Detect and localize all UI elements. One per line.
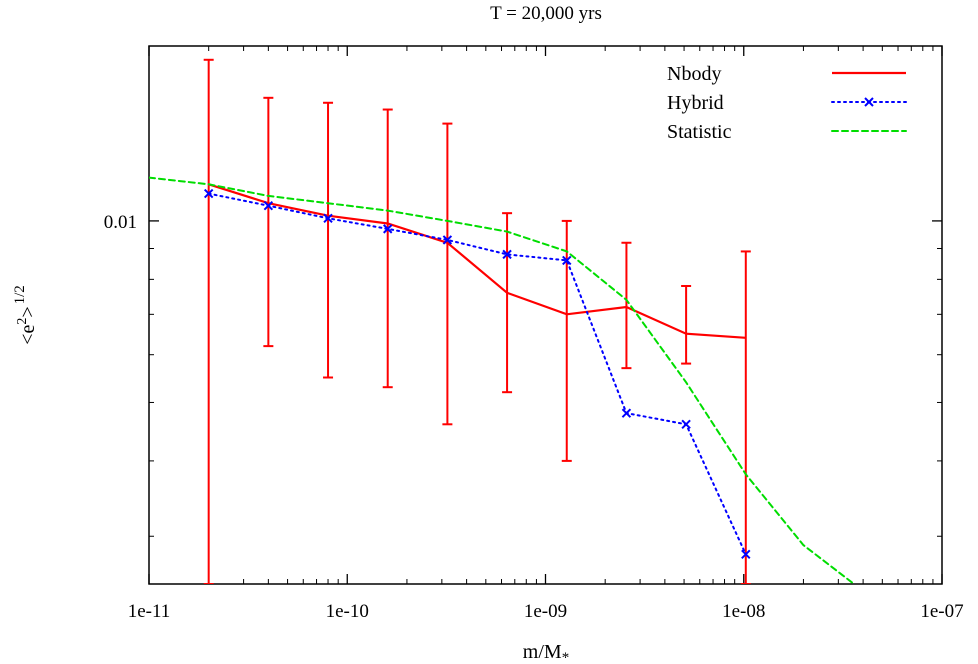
- x-axis-label: m/M*: [523, 641, 569, 664]
- legend-label-nbody: Nbody: [667, 63, 721, 85]
- hybrid-point: [263, 200, 274, 211]
- chart-title: T = 20,000 yrs: [490, 3, 602, 24]
- hybrid-point: [502, 249, 512, 260]
- series-hybrid: [203, 188, 751, 560]
- y-tick-label: 0.01: [104, 212, 137, 233]
- x-tick-label: 1e-07: [920, 601, 963, 622]
- series-nbody: [203, 58, 751, 584]
- x-tick-label: 1e-11: [128, 601, 171, 622]
- x-axis: 1e-11 1e-10 1e-09 1e-08 1e-07: [128, 46, 964, 622]
- legend-label-hybrid: Hybrid: [667, 92, 724, 114]
- hybrid-point: [621, 408, 632, 418]
- hybrid-point: [323, 213, 333, 224]
- statistic-line: [149, 176, 855, 584]
- y-axis: 0.01: [104, 212, 942, 537]
- x-tick-label: 1e-10: [326, 601, 369, 622]
- legend-label-statistic: Statistic: [667, 121, 732, 143]
- hybrid-point: [741, 549, 751, 560]
- series-layer: [149, 58, 855, 584]
- hybrid-point: [681, 419, 691, 430]
- hybrid-point: [442, 235, 453, 245]
- legend-marker-hybrid: [864, 97, 874, 107]
- hybrid-line: [207, 192, 747, 556]
- x-tick-label: 1e-08: [722, 601, 765, 622]
- series-statistic: [149, 176, 855, 584]
- hybrid-point: [203, 188, 214, 199]
- nbody-line: [208, 183, 746, 339]
- legend: Nbody Hybrid Statistic: [667, 63, 907, 143]
- hybrid-point: [383, 224, 393, 234]
- x-tick-label: 1e-09: [524, 601, 567, 622]
- y-axis-label: <e2>1/2: [12, 285, 39, 345]
- hybrid-point: [562, 255, 572, 266]
